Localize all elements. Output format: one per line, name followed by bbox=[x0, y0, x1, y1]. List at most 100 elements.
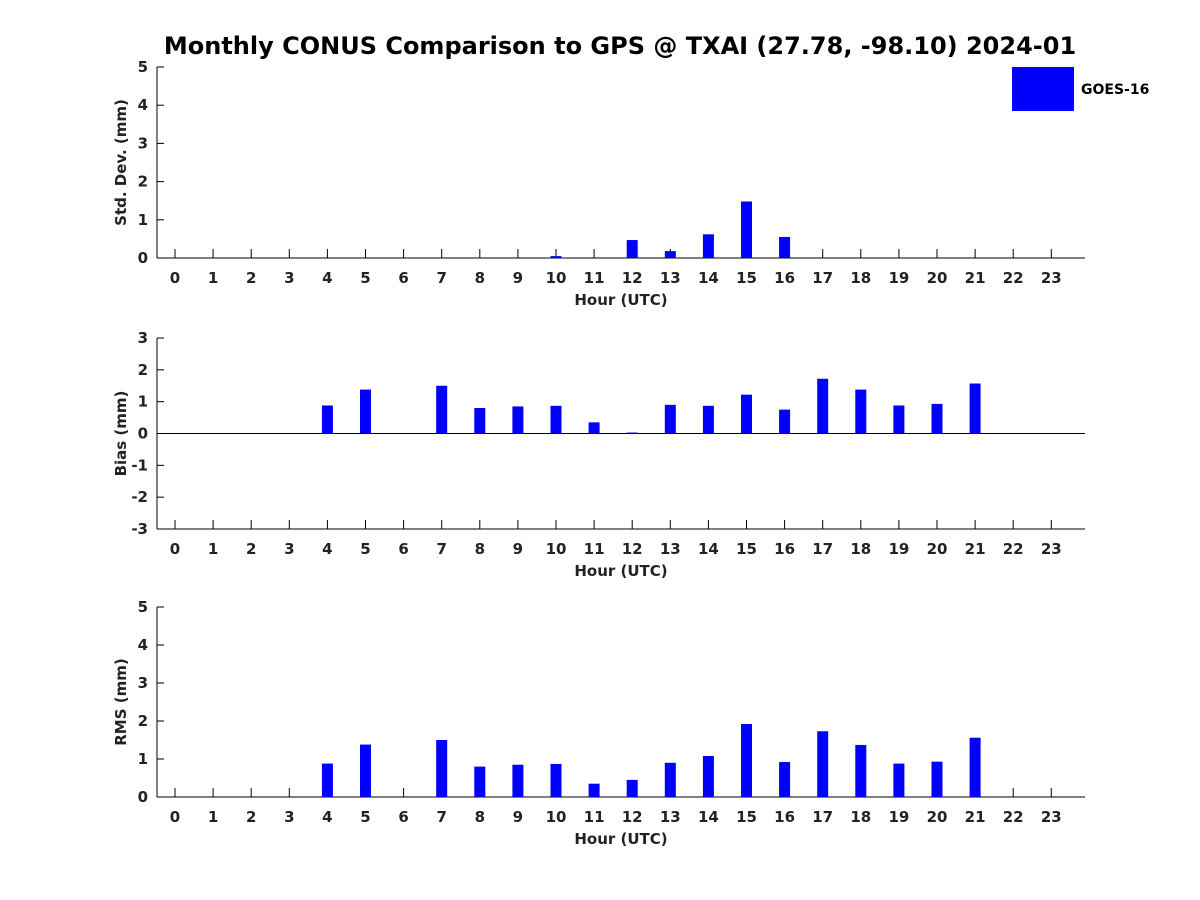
x-tick-label: 5 bbox=[360, 269, 370, 287]
y-tick-label: 0 bbox=[138, 425, 148, 443]
x-tick-label: 21 bbox=[965, 540, 986, 558]
x-tick-label: 16 bbox=[774, 269, 795, 287]
bar-hour-10 bbox=[550, 256, 562, 258]
x-tick-label: 6 bbox=[398, 269, 408, 287]
x-tick-label: 19 bbox=[888, 269, 909, 287]
bar-hour-16 bbox=[779, 762, 791, 797]
y-tick-label: -1 bbox=[131, 456, 148, 474]
y-tick-label: -3 bbox=[131, 520, 148, 538]
x-tick-label: 12 bbox=[622, 540, 643, 558]
bar-hour-15 bbox=[741, 394, 752, 434]
x-tick-label: 13 bbox=[660, 269, 681, 287]
x-tick-label: 10 bbox=[546, 808, 567, 826]
bar-hour-17 bbox=[817, 731, 829, 797]
y-tick-label: 0 bbox=[138, 249, 148, 267]
bar-hour-4 bbox=[321, 405, 333, 434]
x-tick-label: 6 bbox=[398, 808, 408, 826]
x-tick-label: 18 bbox=[850, 808, 871, 826]
y-tick-label: 1 bbox=[138, 211, 148, 229]
bar-hour-13 bbox=[664, 251, 676, 258]
x-tick-label: 2 bbox=[246, 269, 256, 287]
bar-hour-16 bbox=[779, 236, 791, 258]
x-tick-label: 16 bbox=[774, 540, 795, 558]
y-tick-label: 0 bbox=[138, 788, 148, 806]
x-tick-label: 8 bbox=[475, 540, 485, 558]
x-tick-label: 15 bbox=[736, 269, 757, 287]
legend-label: GOES-16 bbox=[1081, 82, 1149, 98]
y-tick-label: 2 bbox=[138, 173, 148, 191]
bar-hour-14 bbox=[702, 234, 714, 258]
x-tick-label: 12 bbox=[622, 269, 643, 287]
bar-hour-11 bbox=[588, 783, 600, 797]
y-axis-label: Bias (mm) bbox=[112, 391, 130, 477]
x-tick-label: 10 bbox=[546, 269, 567, 287]
bar-hour-13 bbox=[664, 762, 676, 797]
bar-hour-10 bbox=[550, 763, 562, 797]
x-tick-label: 1 bbox=[208, 269, 218, 287]
x-tick-label: 9 bbox=[513, 269, 523, 287]
x-tick-label: 21 bbox=[965, 808, 986, 826]
x-tick-label: 19 bbox=[888, 808, 909, 826]
bar-hour-16 bbox=[779, 409, 791, 434]
bar-hour-21 bbox=[969, 737, 981, 797]
x-tick-label: 4 bbox=[322, 269, 332, 287]
bar-hour-19 bbox=[893, 405, 905, 434]
legend-swatch bbox=[1012, 67, 1074, 111]
y-tick-label: 2 bbox=[138, 712, 148, 730]
x-tick-label: 15 bbox=[736, 808, 757, 826]
x-tick-label: 14 bbox=[698, 808, 719, 826]
x-tick-label: 22 bbox=[1003, 540, 1024, 558]
x-tick-label: 10 bbox=[546, 540, 567, 558]
x-axis-label: Hour (UTC) bbox=[574, 562, 667, 580]
x-tick-label: 21 bbox=[965, 269, 986, 287]
x-tick-label: 19 bbox=[888, 540, 909, 558]
bar-hour-4 bbox=[321, 763, 333, 797]
x-tick-label: 2 bbox=[246, 540, 256, 558]
x-tick-label: 8 bbox=[475, 808, 485, 826]
y-tick-label: 2 bbox=[138, 361, 148, 379]
bar-hour-20 bbox=[931, 403, 943, 434]
x-axis-label: Hour (UTC) bbox=[574, 291, 667, 309]
x-tick-label: 4 bbox=[322, 540, 332, 558]
x-tick-label: 17 bbox=[812, 269, 833, 287]
x-tick-label: 22 bbox=[1003, 269, 1024, 287]
bar-hour-5 bbox=[360, 744, 371, 797]
bar-hour-17 bbox=[817, 378, 829, 434]
bar-hour-13 bbox=[664, 404, 676, 434]
bar-hour-15 bbox=[741, 201, 752, 258]
bar-hour-21 bbox=[969, 383, 981, 434]
y-tick-label: -2 bbox=[131, 488, 148, 506]
bar-hour-14 bbox=[702, 405, 714, 434]
x-tick-label: 9 bbox=[513, 540, 523, 558]
x-tick-label: 11 bbox=[584, 269, 605, 287]
x-tick-label: 18 bbox=[850, 269, 871, 287]
bar-hour-9 bbox=[512, 406, 524, 434]
y-tick-label: 3 bbox=[138, 134, 148, 152]
bar-hour-8 bbox=[474, 408, 486, 434]
y-axis-label: Std. Dev. (mm) bbox=[112, 99, 130, 226]
x-tick-label: 20 bbox=[927, 808, 948, 826]
x-tick-label: 1 bbox=[208, 808, 218, 826]
x-tick-label: 15 bbox=[736, 540, 757, 558]
chart-title: Monthly CONUS Comparison to GPS @ TXAI (… bbox=[164, 32, 1076, 60]
x-tick-label: 20 bbox=[927, 269, 948, 287]
y-tick-label: 4 bbox=[138, 96, 148, 114]
x-tick-label: 9 bbox=[513, 808, 523, 826]
x-axis-label: Hour (UTC) bbox=[574, 830, 667, 848]
bar-hour-12 bbox=[626, 432, 638, 434]
x-tick-label: 0 bbox=[170, 540, 180, 558]
x-tick-label: 7 bbox=[436, 808, 446, 826]
x-tick-label: 8 bbox=[475, 269, 485, 287]
x-tick-label: 14 bbox=[698, 540, 719, 558]
x-tick-label: 3 bbox=[284, 540, 294, 558]
bar-hour-20 bbox=[931, 761, 943, 797]
x-tick-label: 22 bbox=[1003, 808, 1024, 826]
x-tick-label: 5 bbox=[360, 808, 370, 826]
x-tick-label: 14 bbox=[698, 269, 719, 287]
y-tick-label: 1 bbox=[138, 750, 148, 768]
bar-hour-10 bbox=[550, 405, 562, 434]
x-tick-label: 7 bbox=[436, 269, 446, 287]
